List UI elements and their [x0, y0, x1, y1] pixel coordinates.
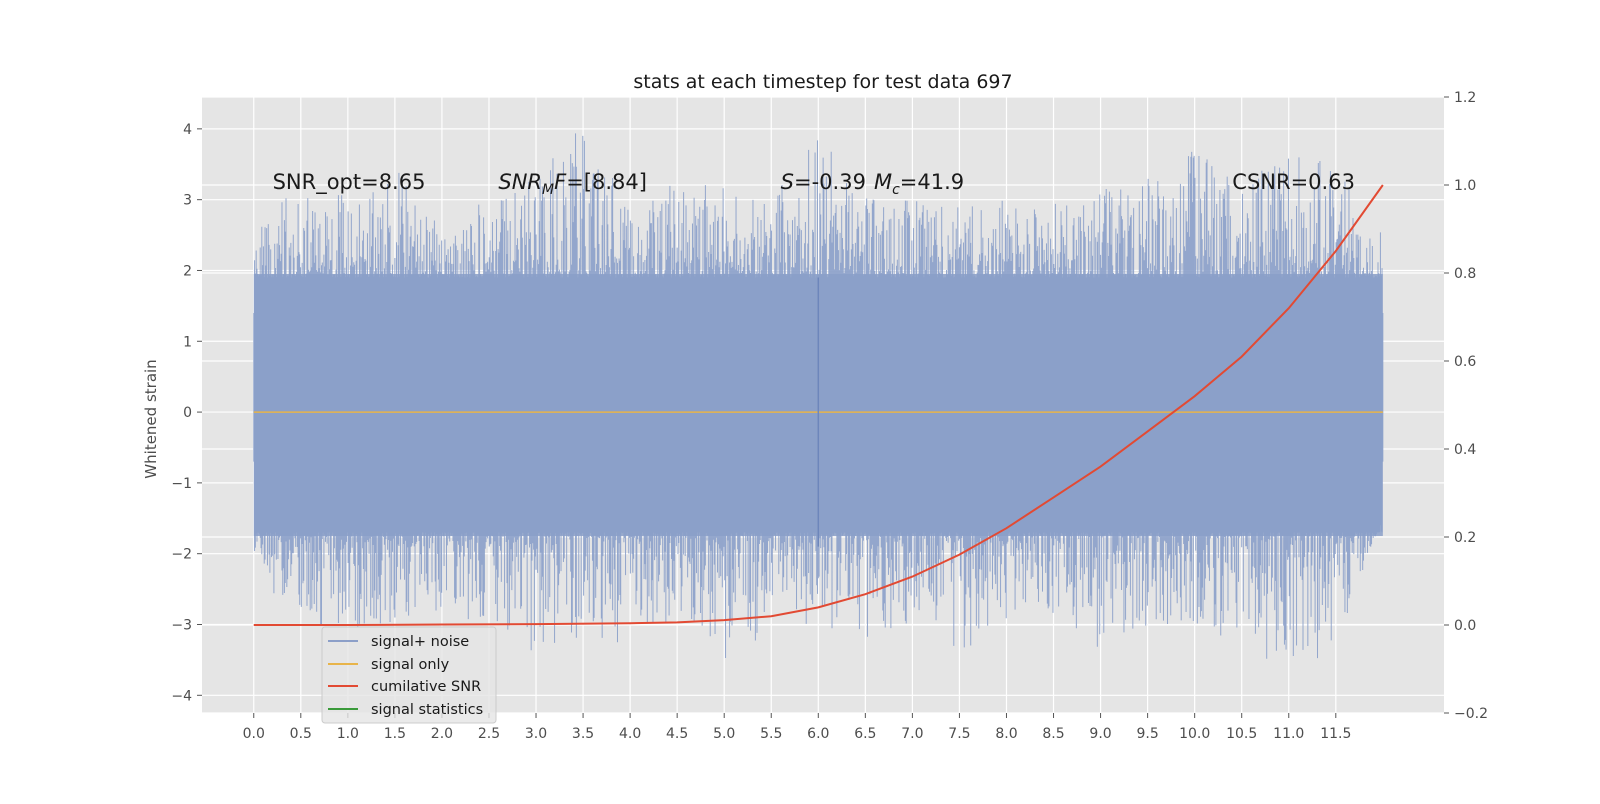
y2-tick-label: 1.0 — [1454, 178, 1476, 194]
x-tick-label: 2.5 — [478, 726, 500, 742]
x-tick-label: 3.0 — [525, 726, 547, 742]
legend-label-cumulative-snr: cumilative SNR — [371, 679, 481, 695]
annotation-mass-symbol: M — [874, 170, 892, 194]
legend: signal+ noise signal only cumilative SNR… — [321, 626, 497, 724]
x-tick-label: 3.5 — [572, 726, 594, 742]
x-tick-label: 4.0 — [619, 726, 641, 742]
signal-only-series — [253, 277, 1383, 547]
annotation-snr-opt: SNR_opt=8.65 — [273, 170, 426, 195]
annotation-spin-mass: S=-0.39 Mc=41.9 — [781, 170, 964, 198]
legend-label-signal-statistics: signal statistics — [371, 702, 483, 718]
x-tick-label: 2.0 — [431, 726, 453, 742]
y-tick-label: 4 — [183, 122, 192, 138]
x-tick-label: 0.0 — [243, 726, 265, 742]
annotation-mass-subscript: c — [892, 182, 900, 198]
y-tick-label: −4 — [171, 688, 192, 704]
y2-tick-label: 0.6 — [1454, 354, 1476, 370]
y2-tick-label: 0.2 — [1454, 530, 1476, 546]
y-tick-label: −2 — [171, 547, 192, 563]
y2-tick-label: −0.2 — [1454, 706, 1488, 722]
cumulative-snr-line — [253, 184, 1384, 626]
y-tick-label: 0 — [183, 405, 192, 421]
x-tick-label: 1.5 — [384, 726, 406, 742]
x-tick-label: 7.0 — [901, 726, 923, 742]
y2-tick-label: 0.4 — [1454, 442, 1476, 458]
x-tick-label: 0.5 — [290, 726, 312, 742]
x-tick-label: 1.0 — [337, 726, 359, 742]
x-tick-label: 11.5 — [1320, 726, 1351, 742]
y2-tick-label: 0.8 — [1454, 266, 1476, 282]
x-tick-label: 10.5 — [1226, 726, 1257, 742]
x-tick-label: 10.0 — [1179, 726, 1210, 742]
annotation-snr-mf-symbol-end: F — [554, 170, 567, 194]
y-tick-label: 2 — [183, 263, 192, 279]
x-tick-label: 6.0 — [807, 726, 829, 742]
y-tick-label: −1 — [171, 476, 192, 492]
legend-label-signal-only: signal only — [371, 657, 450, 673]
x-tick-label: 9.0 — [1089, 726, 1111, 742]
y-tick-label: 3 — [183, 193, 192, 209]
x-tick-label: 8.0 — [995, 726, 1017, 742]
legend-box — [321, 626, 497, 724]
signal-noise-trace — [253, 133, 1384, 659]
y-tick-label: 1 — [183, 334, 192, 350]
x-tick-label: 6.5 — [854, 726, 876, 742]
annotation-spin-symbol: S — [781, 170, 794, 194]
legend-label-signal-noise: signal+ noise — [371, 634, 469, 650]
x-tick-label: 5.5 — [760, 726, 782, 742]
annotation-spin-value: =-0.39 — [794, 170, 866, 194]
x-tick-label: 4.5 — [666, 726, 688, 742]
annotation-snr-mf-subscript: M — [542, 182, 554, 198]
x-tick-label: 5.0 — [713, 726, 735, 742]
cumulative-snr-series — [253, 184, 1384, 626]
y-axis-label: Whitened strain — [142, 359, 160, 478]
x-tick-label: 9.5 — [1136, 726, 1158, 742]
annotation-mass-value: =41.9 — [900, 170, 964, 194]
annotation-csnr: CSNR=0.63 — [1232, 170, 1355, 194]
x-tick-label: 7.5 — [948, 726, 970, 742]
x-tick-label: 11.0 — [1273, 726, 1304, 742]
y2-tick-label: 0.0 — [1454, 618, 1476, 634]
annotation-snr-mf: SNRMF=[8.84] — [498, 170, 647, 198]
axis-ticks: 0.0 0.5 1.0 1.5 2.0 2.5 3.0 3.5 4.0 4.5 5.0 5.5 6.0 6… — [171, 90, 1488, 742]
annotation-snr-mf-value: =[8.84] — [566, 170, 647, 194]
y-tick-label: −3 — [171, 617, 192, 633]
y2-tick-label: 1.2 — [1454, 90, 1476, 106]
x-tick-label: 8.5 — [1042, 726, 1064, 742]
chart-title: stats at each timestep for test data 697 — [633, 71, 1012, 93]
annotation-snr-mf-symbol: SNR — [498, 170, 542, 194]
